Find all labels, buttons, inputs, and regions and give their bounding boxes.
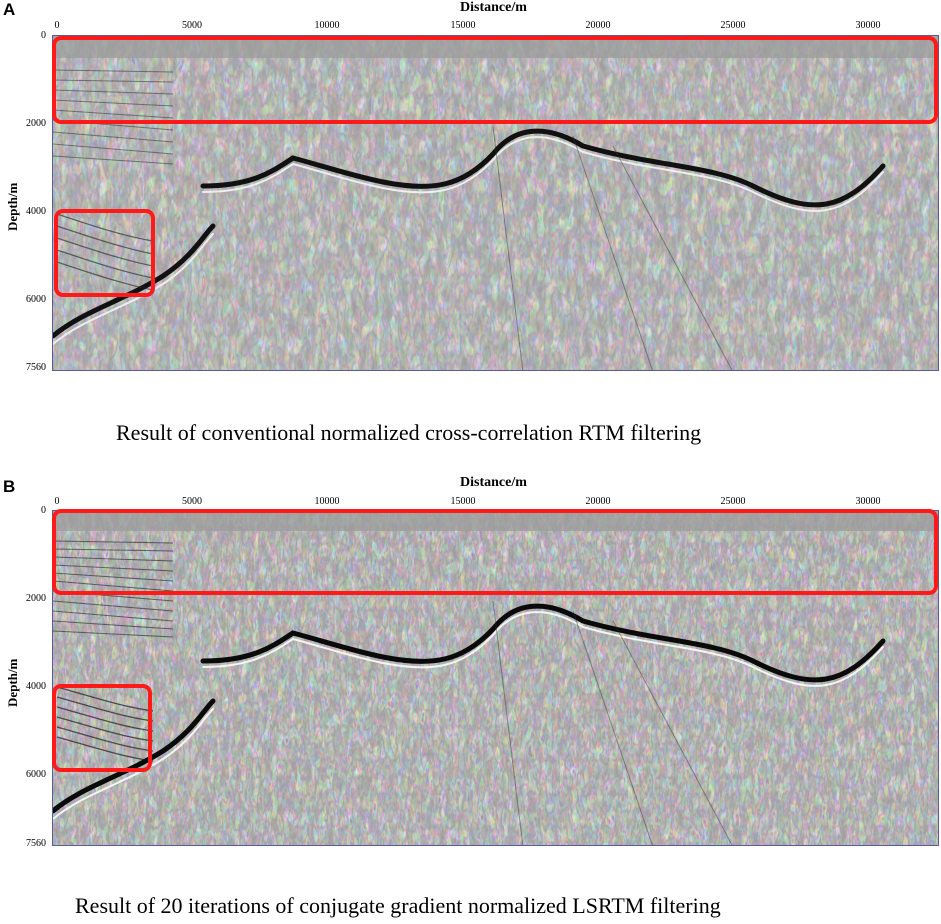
y-tick-label: 4000: [26, 206, 46, 217]
caption: Result of 20 iterations of conjugate gra…: [75, 893, 721, 918]
x-tick-label: 15000: [450, 20, 476, 31]
highlight-box-shallow: [52, 36, 938, 124]
x-tick-label: 10000: [314, 20, 340, 31]
highlight-box-left: [52, 684, 152, 772]
highlight-box-shallow: [52, 509, 938, 595]
x-axis-title: Distance/m: [460, 475, 527, 490]
x-tick-label: 0: [54, 496, 60, 507]
x-tick-label: 5000: [182, 496, 202, 507]
y-tick-label: 6000: [26, 769, 46, 780]
y-tick-label: 4000: [26, 681, 46, 692]
y-tick-label: 0: [41, 30, 46, 41]
x-tick-label: 30000: [855, 20, 881, 31]
seismic-section-graphic: [53, 36, 938, 370]
x-tick-label: 20000: [585, 20, 611, 31]
y-axis-title: Depth/m: [5, 658, 20, 707]
x-tick-label: 25000: [720, 496, 746, 507]
x-tick-label: 0: [54, 20, 60, 31]
y-axis-title: Depth/m: [5, 182, 20, 231]
x-axis-title: Distance/m: [460, 0, 527, 15]
x-tick-label: 5000: [182, 20, 202, 31]
y-tick-label: 6000: [26, 294, 46, 305]
y-tick-label: 0: [41, 505, 46, 516]
x-tick-label: 10000: [314, 496, 340, 507]
y-tick-label: 7560: [26, 362, 46, 373]
y-tick-label: 2000: [26, 593, 46, 604]
seismic-section-graphic: [53, 511, 938, 845]
panel-letter: B: [3, 477, 16, 496]
y-tick-label: 7560: [26, 838, 46, 849]
panel-letter: A: [3, 0, 16, 19]
caption: Result of conventional normalized cross-…: [116, 420, 702, 445]
x-tick-label: 25000: [720, 20, 746, 31]
x-tick-label: 30000: [855, 496, 881, 507]
x-tick-label: 20000: [585, 496, 611, 507]
y-tick-label: 2000: [26, 118, 46, 129]
highlight-box-left: [54, 209, 155, 297]
seismic-image-rtm: [52, 35, 939, 371]
x-tick-label: 15000: [450, 496, 476, 507]
seismic-image-lsrtm: [52, 510, 939, 846]
